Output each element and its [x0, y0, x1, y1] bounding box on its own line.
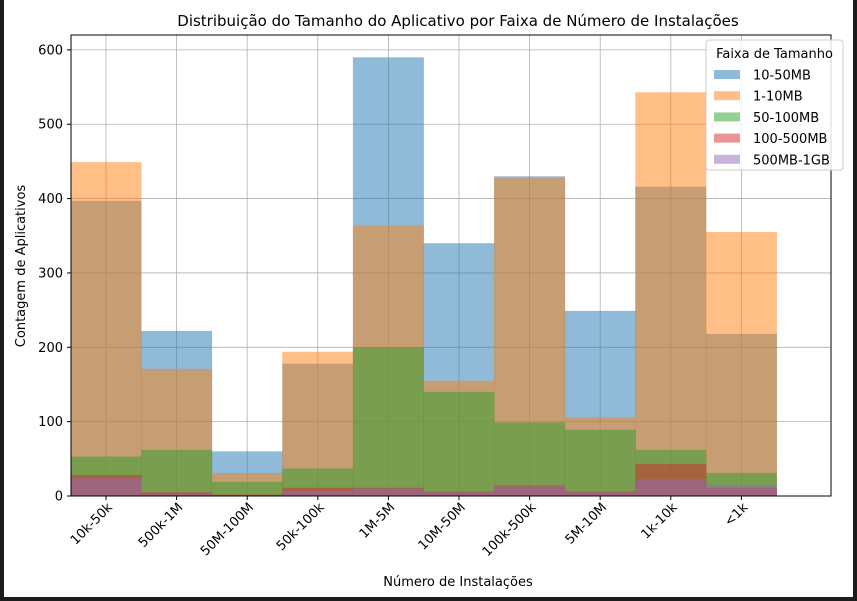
- x-tick-label: 5M-10M: [563, 500, 610, 547]
- bar-500mb-1gb-3: [282, 490, 354, 496]
- bar-500mb-1gb-9: [705, 484, 777, 496]
- y-tick-label: 600: [38, 43, 63, 58]
- x-tick-label: 100k-500k: [480, 500, 540, 560]
- bar-1-10mb-9: [705, 232, 777, 496]
- legend-entry: 100-500MB: [753, 132, 827, 147]
- bar-1-10mb-0: [70, 162, 142, 496]
- legend-swatch: [714, 154, 740, 164]
- chart-title: Distribuição do Tamanho do Aplicativo po…: [177, 12, 739, 30]
- y-tick-label: 100: [38, 415, 63, 430]
- legend-entry: 10-50MB: [753, 69, 811, 84]
- y-tick-label: 500: [38, 118, 63, 133]
- bar-50-100mb-5: [423, 391, 495, 496]
- y-tick-label: 300: [38, 266, 63, 281]
- bar-1-10mb-8: [635, 92, 707, 496]
- legend-swatch: [714, 133, 740, 143]
- x-tick-label: 10M-50M: [416, 500, 469, 553]
- bar-50-100mb-6: [494, 422, 566, 496]
- x-tick-label: 1M-5M: [357, 500, 398, 541]
- plot-frame: [70, 34, 832, 497]
- bar-500mb-1gb-5: [423, 492, 495, 496]
- y-tick-label: 0: [55, 490, 63, 505]
- legend-entry: 50-100MB: [753, 111, 819, 126]
- legend-entry: 1-10MB: [753, 90, 803, 105]
- legend-title: Faixa de Tamanho: [716, 47, 833, 62]
- y-tick-label: 200: [38, 341, 63, 356]
- x-tick-label: 10k-50k: [68, 500, 116, 548]
- bar-500mb-1gb-4: [352, 488, 424, 496]
- legend-swatch: [714, 91, 740, 101]
- bar-500mb-1gb-7: [564, 492, 636, 496]
- bar-50-100mb-1: [141, 449, 213, 496]
- x-tick-label: 1k-10k: [639, 500, 681, 542]
- x-tick-label: 50M-100M: [198, 500, 257, 559]
- legend-swatch: [714, 70, 740, 79]
- bar-50-100mb-7: [564, 429, 636, 496]
- bar-500mb-1gb-8: [635, 478, 707, 496]
- bars: [70, 57, 777, 497]
- x-tick-label: 500k-1M: [136, 500, 187, 551]
- bar-500mb-1gb-6: [494, 486, 566, 496]
- bar-500mb-1gb-1: [141, 493, 213, 496]
- y-axis-label: Contagem de Aplicativos: [14, 185, 29, 348]
- bar-50-100mb-4: [352, 347, 424, 496]
- x-tick-label: 50k-100k: [274, 500, 328, 554]
- legend: Faixa de Tamanho 10-50MB 1-10MB 50-100MB 100…: [705, 39, 844, 171]
- chart-svg: Distribuição do Tamanho do Aplicativo po…: [14, 12, 844, 590]
- x-axis-label: Número de Instalações: [383, 575, 533, 590]
- legend-box: [705, 39, 844, 171]
- bar-50-100mb-2: [211, 481, 283, 496]
- legend-entry: 500MB-1GB: [753, 153, 830, 168]
- chart-canvas: Distribuição do Tamanho do Aplicativo po…: [4, 0, 853, 597]
- bar-500mb-1gb-0: [70, 478, 142, 496]
- y-tick-label: 400: [38, 192, 63, 207]
- x-tick-label: <1k: [722, 500, 752, 530]
- legend-swatch: [714, 112, 740, 122]
